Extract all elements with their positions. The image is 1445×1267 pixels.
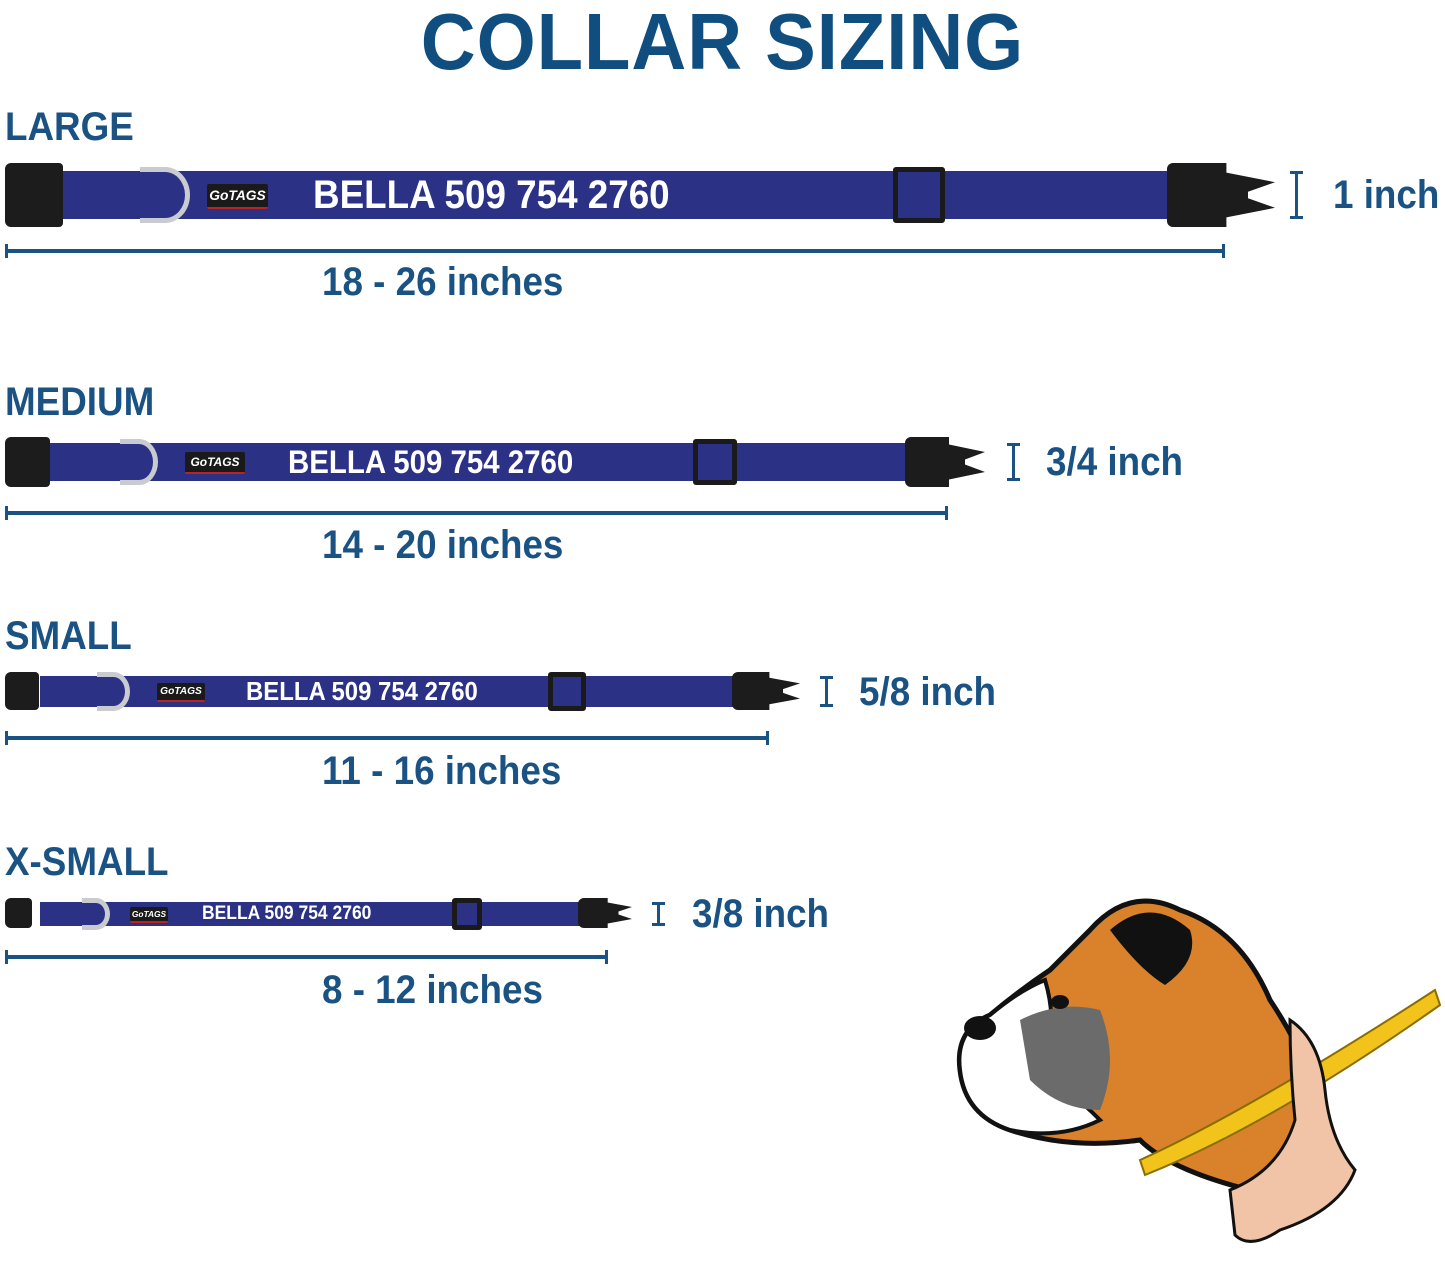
width-indicator-icon [820, 676, 833, 707]
width-indicator-icon [652, 902, 665, 926]
length-line [5, 244, 1225, 258]
size-heading: SMALL [5, 614, 132, 658]
buckle-female [5, 437, 50, 487]
size-heading: LARGE [5, 105, 134, 149]
size-heading: MEDIUM [5, 380, 155, 424]
slider-buckle [893, 167, 945, 223]
length-label: 14 - 20 inches [322, 523, 564, 567]
buckle-male [905, 437, 985, 487]
length-line [5, 950, 608, 964]
slider-buckle [548, 672, 586, 711]
size-heading: X-SMALL [5, 840, 169, 884]
length-label: 8 - 12 inches [322, 968, 543, 1012]
buckle-male [732, 672, 800, 710]
brand-logo: GoTAGS [185, 452, 245, 474]
brand-logo: GoTAGS [207, 183, 268, 209]
boxer-dog-measuring-illustration [956, 898, 1442, 1243]
d-ring-icon [120, 439, 158, 485]
d-ring-icon [140, 167, 190, 223]
length-label: 18 - 26 inches [322, 260, 564, 304]
width-indicator-icon [1290, 171, 1303, 219]
brand-logo: GoTAGS [130, 907, 168, 923]
length-line [5, 506, 948, 520]
width-label: 3/8 inch [692, 892, 830, 936]
buckle-male [578, 898, 632, 928]
engraving-text: BELLA 509 754 2760 [288, 443, 574, 480]
buckle-female [5, 163, 63, 227]
slider-buckle [693, 439, 737, 485]
length-label: 11 - 16 inches [322, 749, 562, 793]
page-title: COLLAR SIZING [420, 0, 1025, 86]
engraving-text: BELLA 509 754 2760 [246, 675, 478, 706]
engraving-text: BELLA 509 754 2760 [313, 173, 670, 217]
collar-strap [40, 676, 735, 707]
slider-buckle [452, 898, 482, 930]
d-ring-icon [82, 898, 110, 930]
width-label: 3/4 inch [1046, 440, 1184, 484]
width-indicator-icon [1007, 443, 1020, 481]
brand-logo: GoTAGS [157, 683, 205, 702]
length-line [5, 731, 769, 745]
engraving-text: BELLA 509 754 2760 [202, 903, 372, 925]
width-label: 5/8 inch [859, 669, 997, 714]
buckle-female [5, 898, 32, 928]
buckle-female [5, 672, 40, 710]
buckle-male [1167, 163, 1275, 227]
d-ring-icon [97, 672, 130, 711]
width-label: 1 inch [1333, 173, 1440, 217]
